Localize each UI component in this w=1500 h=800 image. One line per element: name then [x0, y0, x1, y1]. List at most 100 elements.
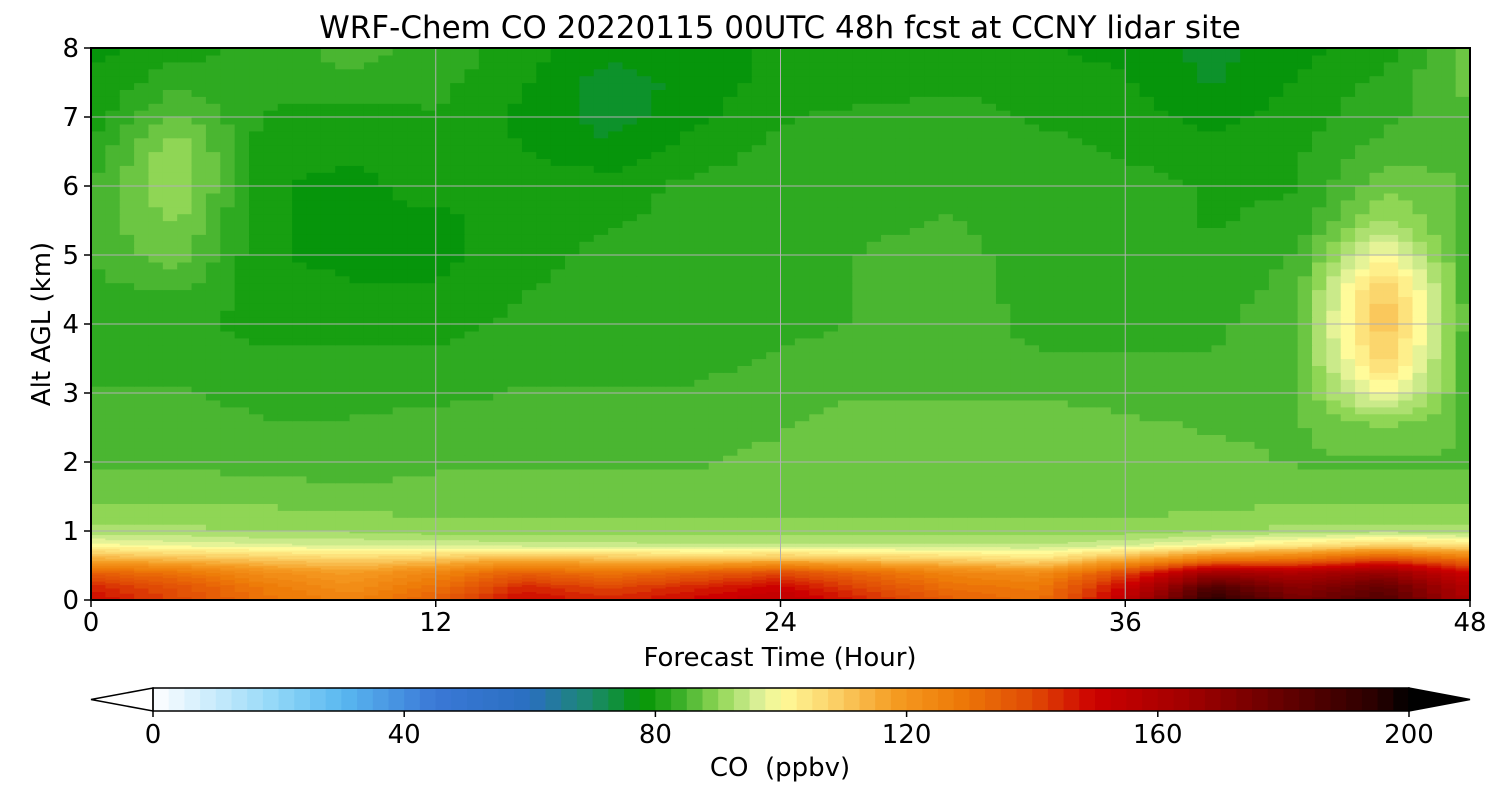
heatmap-cell: [1283, 261, 1299, 270]
heatmap-cell: [493, 365, 509, 373]
heatmap-cell: [119, 448, 135, 456]
heatmap-cell: [1039, 393, 1055, 401]
heatmap-cell: [363, 379, 379, 387]
heatmap-cell: [1455, 510, 1470, 518]
heatmap-cell: [1082, 358, 1098, 366]
heatmap-cell: [1168, 496, 1184, 504]
heatmap-cell: [1053, 455, 1069, 463]
heatmap-cell: [809, 351, 825, 360]
heatmap-cell: [565, 482, 580, 491]
heatmap-cell: [1096, 468, 1112, 477]
heatmap-cell: [881, 503, 897, 511]
heatmap-cell: [1225, 475, 1241, 484]
heatmap-cell: [263, 358, 279, 366]
heatmap-cell: [1010, 296, 1026, 304]
heatmap-cell: [1340, 330, 1356, 339]
heatmap-cell: [407, 386, 422, 394]
heatmap-cell: [1225, 406, 1241, 415]
heatmap-cell: [1153, 351, 1169, 360]
heatmap-cell: [723, 255, 738, 263]
heatmap-cell: [967, 406, 983, 415]
heatmap-cell: [205, 413, 221, 422]
heatmap-cell: [1010, 261, 1026, 270]
heatmap-cell: [536, 427, 552, 435]
heatmap-cell: [924, 358, 940, 366]
heatmap-cell: [392, 503, 408, 511]
heatmap-cell: [1455, 282, 1470, 291]
heatmap-cell: [450, 386, 466, 394]
heatmap-cell: [1182, 468, 1198, 477]
heatmap-cell: [134, 255, 150, 263]
heatmap-cell: [249, 248, 264, 256]
heatmap-cell: [751, 517, 767, 525]
heatmap-cell: [952, 386, 968, 394]
heatmap-cell: [450, 434, 466, 442]
heatmap-cell: [622, 303, 638, 311]
heatmap-cell: [622, 268, 638, 277]
heatmap-cell: [952, 303, 968, 311]
heatmap-cell: [995, 330, 1011, 339]
heatmap-cell: [1153, 406, 1169, 415]
heatmap-cell: [1355, 379, 1371, 387]
heatmap-cell: [1110, 241, 1126, 249]
heatmap-cell: [277, 441, 293, 449]
heatmap-cell: [277, 475, 293, 484]
heatmap-cell: [967, 268, 983, 277]
heatmap-cell: [249, 455, 264, 463]
heatmap-cell: [1110, 303, 1126, 311]
heatmap-cell: [191, 275, 207, 284]
heatmap-cell: [1441, 448, 1457, 456]
heatmap-cell: [1139, 399, 1155, 408]
heatmap-cell: [895, 413, 911, 422]
heatmap-cell: [766, 434, 782, 442]
heatmap-cell: [1010, 386, 1026, 394]
heatmap-cell: [1053, 248, 1069, 256]
heatmap-cell: [1297, 241, 1313, 249]
heatmap-cell: [1110, 524, 1126, 532]
heatmap-cell: [1268, 365, 1284, 373]
heatmap-cell: [967, 241, 983, 249]
heatmap-cell: [91, 406, 106, 415]
heatmap-cell: [1398, 337, 1414, 346]
heatmap-cell: [608, 268, 624, 277]
heatmap-cell: [205, 261, 221, 270]
heatmap-cell: [1010, 517, 1026, 525]
heatmap-cell: [306, 310, 322, 318]
heatmap-cell: [794, 303, 810, 311]
heatmap-cell: [478, 420, 494, 429]
heatmap-cell: [766, 503, 782, 511]
heatmap-cell: [723, 337, 738, 346]
heatmap-cell: [493, 462, 509, 470]
heatmap-cell: [1326, 248, 1342, 256]
heatmap-cell: [292, 317, 308, 325]
heatmap-cell: [407, 248, 422, 256]
heatmap-cell: [593, 289, 609, 297]
heatmap-cell: [823, 393, 839, 401]
heatmap-cell: [909, 510, 925, 518]
heatmap-cell: [622, 482, 638, 491]
heatmap-cell: [1053, 330, 1069, 339]
heatmap-cell: [478, 372, 494, 380]
heatmap-cell: [1268, 413, 1284, 422]
heatmap-cell: [1168, 241, 1184, 249]
heatmap-cell: [335, 427, 351, 435]
heatmap-cell: [335, 296, 351, 304]
heatmap-cell: [694, 517, 710, 525]
heatmap-cell: [119, 268, 135, 277]
heatmap-cell: [234, 379, 250, 387]
heatmap-cell: [234, 310, 250, 318]
heatmap-cell: [1254, 365, 1270, 373]
heatmap-cell: [1182, 420, 1198, 429]
heatmap-cell: [837, 330, 853, 339]
heatmap-cell: [622, 510, 638, 518]
heatmap-cell: [464, 296, 480, 304]
heatmap-cell: [220, 330, 236, 339]
heatmap-cell: [1441, 261, 1457, 270]
heatmap-cell: [636, 413, 652, 422]
heatmap-cell: [450, 496, 466, 504]
heatmap-cell: [895, 351, 911, 360]
heatmap-cell: [1426, 503, 1442, 511]
heatmap-cell: [780, 462, 796, 470]
heatmap-cell: [766, 351, 782, 360]
heatmap-cell: [794, 289, 810, 297]
